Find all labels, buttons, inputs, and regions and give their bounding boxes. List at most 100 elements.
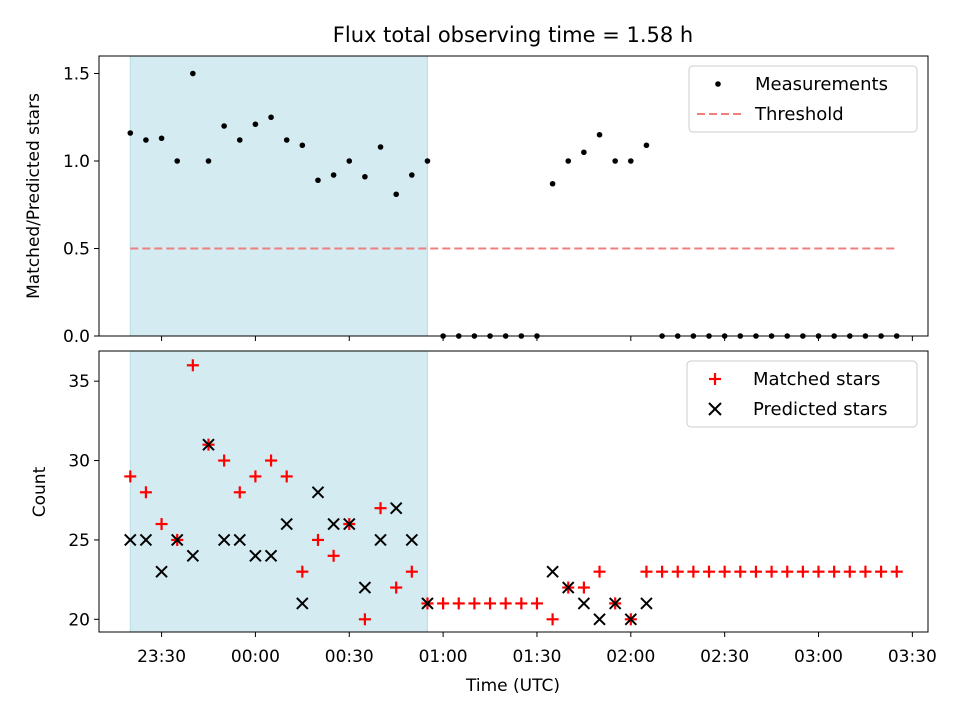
matched-star-point (656, 565, 669, 578)
measurement-point (409, 172, 415, 178)
y-tick-label: 0.0 (63, 327, 90, 347)
matched-star-point (749, 565, 762, 578)
top-y-axis-label: Matched/Predicted stars (24, 93, 44, 299)
x-axis-label: Time (UTC) (465, 676, 560, 696)
matched-star-point (233, 486, 246, 499)
legend-x-marker (708, 402, 722, 416)
x-tick-label: 02:30 (700, 647, 749, 667)
measurement-point (628, 158, 634, 164)
predicted-star-point (593, 613, 606, 626)
predicted-star-point (421, 597, 434, 610)
matched-star-point (155, 518, 168, 531)
x-tick-label: 00:30 (325, 647, 374, 667)
x-tick-label: 02:00 (606, 647, 655, 667)
y-tick-label: 35 (68, 372, 90, 392)
measurement-point (127, 130, 134, 136)
x-tick-label: 03:00 (794, 647, 843, 667)
measurement-point (346, 158, 353, 164)
measurement-point (174, 158, 181, 164)
legend-measurements-label: Measurements (755, 74, 888, 95)
y-tick-label: 30 (68, 452, 90, 472)
matched-star-point (890, 565, 903, 578)
matched-star-point (812, 565, 825, 578)
y-tick-label: 1.5 (63, 65, 90, 85)
predicted-star-point (327, 517, 340, 531)
legend-predicted-label: Predicted stars (753, 399, 887, 420)
measurement-point (581, 149, 587, 156)
matched-star-point (687, 565, 700, 578)
measurement-point (393, 191, 399, 198)
predicted-star-point (249, 549, 262, 563)
top-axes-frame (98, 55, 929, 337)
matched-star-point (796, 565, 809, 578)
legend-measurement-marker (715, 81, 721, 87)
predicted-star-point (343, 517, 356, 531)
matched-star-point (530, 597, 543, 610)
matched-star-point (828, 565, 841, 578)
y-tick-label: 25 (68, 531, 90, 551)
matched-star-point (249, 470, 262, 483)
matched-star-point (186, 359, 199, 372)
matched-star-point (437, 597, 450, 610)
predicted-star-point (155, 565, 168, 578)
predicted-star-point (280, 517, 293, 531)
predicted-star-point (546, 565, 559, 578)
measurement-point (377, 144, 384, 150)
measurement-point (283, 137, 290, 143)
measurement-point (643, 142, 650, 149)
predicted-star-point (577, 597, 591, 610)
predicted-star-point (217, 533, 231, 547)
matched-star-point (843, 565, 856, 578)
matched-star-point (280, 470, 293, 483)
x-tick-label: 01:00 (419, 647, 468, 667)
predicted-star-point (233, 533, 246, 547)
matched-star-point (468, 597, 481, 610)
matched-star-point (311, 533, 324, 546)
matched-star-point (703, 565, 716, 578)
predicted-star-point (358, 581, 372, 594)
matched-star-point (327, 549, 340, 562)
matched-star-point (671, 565, 684, 578)
matched-star-point (859, 565, 872, 578)
measurement-point (205, 158, 212, 164)
legend-threshold-label: Threshold (754, 104, 844, 125)
predicted-star-point (311, 486, 325, 499)
predicted-star-point (186, 549, 200, 563)
matched-star-point (781, 565, 794, 578)
measurement-point (424, 158, 431, 164)
predicted-star-point (608, 597, 622, 610)
predicted-star-point (264, 549, 278, 563)
matched-star-point (452, 597, 465, 610)
measurement-point (612, 158, 618, 164)
matched-star-point (546, 613, 559, 626)
measurement-point (158, 135, 165, 142)
measurement-point (252, 121, 259, 128)
matched-star-point (374, 502, 387, 515)
x-tick-label: 01:30 (512, 647, 561, 667)
y-tick-label: 1.0 (63, 152, 90, 172)
matched-star-point (218, 454, 231, 467)
matched-star-point (484, 597, 497, 610)
matched-star-point (124, 470, 137, 483)
matched-star-point (515, 597, 528, 610)
matched-star-point (875, 565, 888, 578)
top-shaded-region (129, 55, 428, 337)
bottom-axes-frame (98, 350, 929, 633)
x-tick-label: 00:00 (231, 647, 280, 667)
top-legend: Measurements Threshold (688, 65, 918, 133)
matched-star-point (593, 565, 606, 578)
predicted-star-point (389, 501, 403, 515)
matched-star-point (390, 581, 403, 594)
predicted-star-point (624, 613, 638, 626)
predicted-star-point (562, 581, 575, 594)
predicted-star-point (374, 533, 387, 547)
legend-matched-label: Matched stars (753, 369, 880, 390)
matched-star-point (640, 565, 653, 578)
matched-star-point (265, 454, 278, 467)
bottom-y-axis-label: Count (30, 466, 50, 517)
matched-star-point (499, 597, 512, 610)
measurement-point (549, 180, 556, 187)
measurement-point (299, 142, 306, 149)
measurement-point (143, 137, 149, 143)
